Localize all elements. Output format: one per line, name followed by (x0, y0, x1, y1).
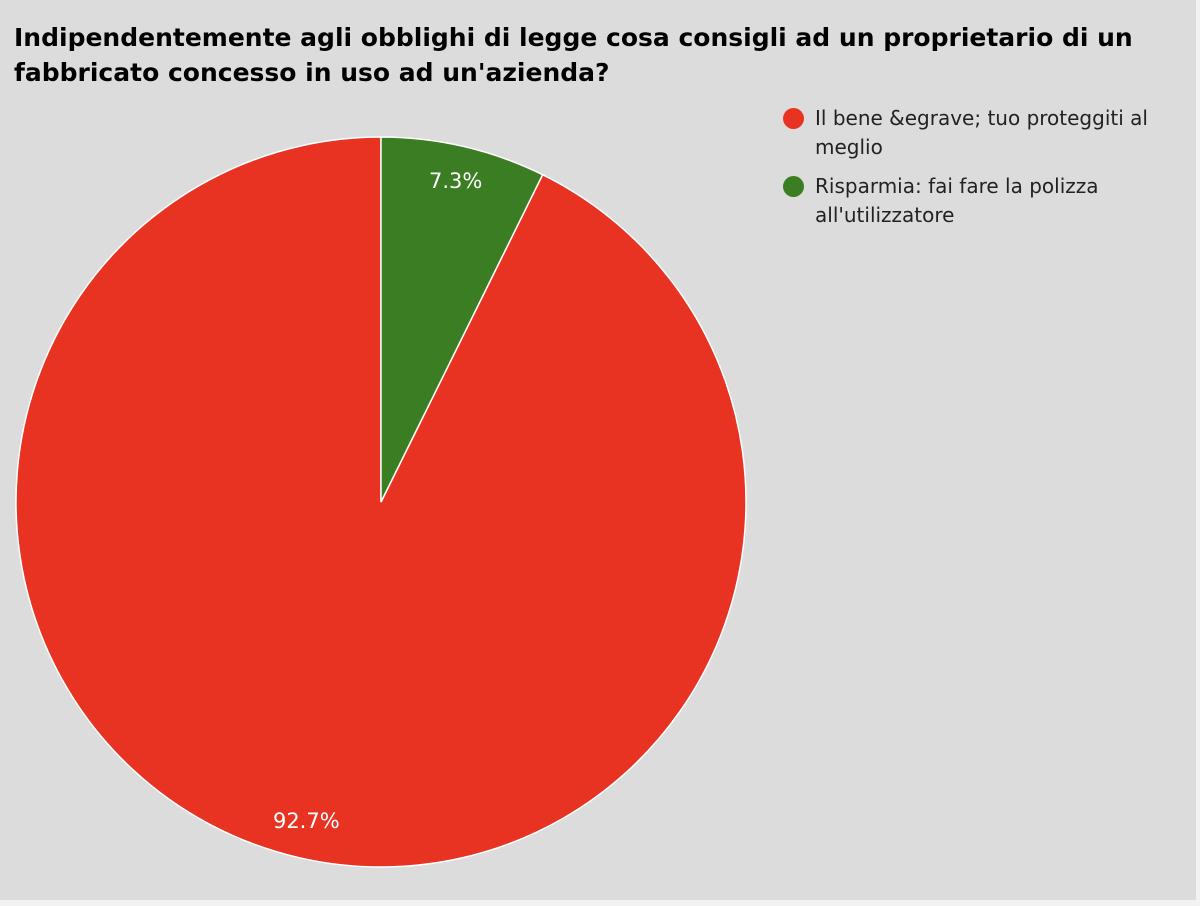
pie-slice[interactable] (380, 136, 544, 503)
legend-label: Risparmia: fai fare la polizza all'utili… (815, 174, 1099, 227)
legend: Il bene &egrave; tuo proteggiti al megli… (783, 104, 1193, 240)
legend-label: Il bene &egrave; tuo proteggiti al megli… (815, 106, 1148, 159)
slice-value-label: 92.7% (273, 809, 340, 833)
slice-value-label: 7.3% (429, 169, 482, 193)
legend-marker (783, 108, 804, 129)
legend-item[interactable]: Il bene &egrave; tuo proteggiti al megli… (783, 104, 1193, 162)
legend-marker (783, 176, 804, 197)
chart-title: Indipendentemente agli obblighi di legge… (14, 23, 1133, 87)
legend-item[interactable]: Risparmia: fai fare la polizza all'utili… (783, 172, 1193, 230)
